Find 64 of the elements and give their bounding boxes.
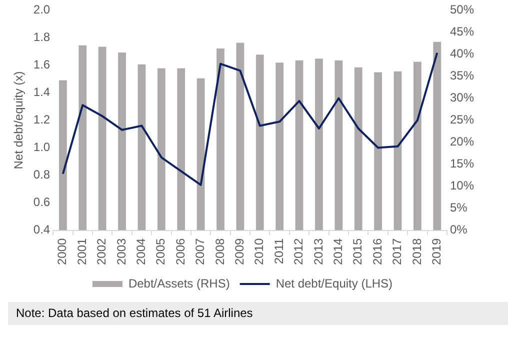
y2-tick-label: 40%: [450, 46, 474, 61]
x-tick-label: 2015: [350, 238, 365, 266]
x-tick-label: 2011: [272, 238, 286, 264]
text: Note: Data based on estimates of 51 Airlines: [16, 306, 254, 321]
bar: [276, 62, 284, 230]
y2-tick-label: 50%: [450, 2, 474, 17]
y2-tick-label: 20%: [450, 134, 474, 149]
legend-label: Net debt/Equity (LHS): [276, 276, 393, 290]
y2-tick-label: 45%: [450, 24, 474, 39]
y-tick-label: 2.0: [33, 2, 50, 17]
bar: [433, 42, 442, 230]
x-tick-label: 2007: [193, 238, 208, 266]
y2-tick-label: 5%: [450, 200, 468, 215]
bar: [138, 64, 146, 230]
x-tick-label: 2006: [173, 238, 188, 266]
bar: [315, 58, 323, 230]
bar: [98, 46, 106, 230]
x-tick-label: 2009: [232, 238, 246, 266]
bar: [157, 68, 166, 230]
bar: [58, 80, 67, 230]
bar: [334, 60, 343, 230]
x-tick-label: 2005: [154, 238, 168, 266]
x-tick-label: 2008: [212, 238, 227, 266]
bar: [394, 71, 402, 230]
y-tick-label: 1.4: [33, 85, 50, 100]
y-tick-label: 1.8: [33, 30, 50, 44]
y-tick-label: 0.4: [33, 222, 50, 237]
y-tick-label: 0.8: [33, 168, 50, 182]
bar: [354, 67, 362, 230]
x-tick-label: 2014: [330, 238, 345, 266]
bar: [414, 62, 422, 230]
y-tick-label: 1.0: [33, 140, 50, 154]
y2-tick-label: 0%: [450, 222, 468, 237]
y-tick-label: 1.2: [33, 112, 50, 127]
y-tick-label: 1.6: [33, 58, 50, 72]
y2-tick-label: 35%: [450, 68, 474, 83]
bar: [295, 60, 304, 230]
x-tick-label: 2001: [74, 238, 89, 266]
x-tick-label: 2000: [55, 238, 70, 266]
x-tick-label: 2018: [410, 238, 424, 266]
y-axis-title: Net debt/equity (x): [12, 71, 26, 170]
x-tick-label: 2003: [114, 238, 128, 266]
bar: [118, 52, 126, 230]
x-tick-label: 2013: [311, 238, 326, 266]
bar: [78, 45, 87, 230]
bar: [256, 54, 264, 230]
x-tick-label: 2019: [429, 238, 444, 266]
x-tick-label: 2010: [252, 238, 266, 266]
y2-tick-label: 15%: [450, 156, 474, 171]
bar: [216, 48, 224, 230]
x-tick-label: 2002: [94, 238, 109, 266]
bar: [374, 72, 382, 230]
y2-tick-label: 10%: [450, 178, 474, 193]
x-tick-label: 2012: [292, 238, 306, 266]
x-tick-label: 2017: [390, 238, 404, 266]
y2-tick-label: 25%: [450, 112, 474, 127]
y2-tick-label: 30%: [450, 90, 474, 105]
x-tick-label: 2004: [134, 238, 148, 266]
x-tick-label: 2016: [370, 238, 384, 266]
legend-label: Debt/Assets (RHS): [128, 276, 230, 290]
bar: [196, 78, 205, 230]
y-tick-label: 0.6: [33, 195, 50, 210]
bar: [177, 68, 186, 230]
bar: [236, 42, 244, 230]
